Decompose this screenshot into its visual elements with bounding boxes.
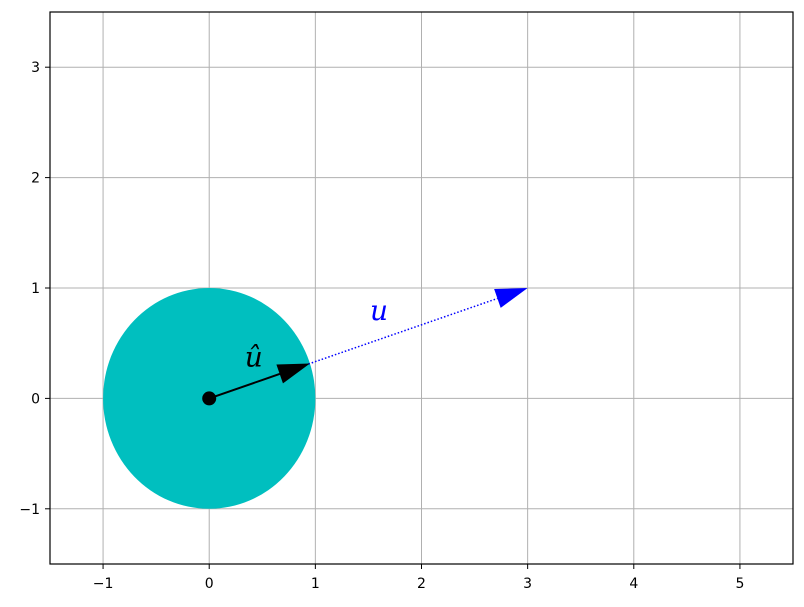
x-tick-label: 3: [523, 576, 532, 592]
x-tick-label: 4: [629, 576, 638, 592]
vector-1-head: [276, 363, 310, 384]
ticks: −1 0 1 2 3 4 5 −1 0 1 2 3: [19, 60, 744, 592]
y-tick-label: −1: [19, 502, 40, 518]
vector-1-shaft: [208, 373, 281, 400]
x-tick-label: −1: [93, 576, 114, 592]
x-tick-label: 1: [311, 576, 320, 592]
vector-0-head: [494, 288, 528, 308]
vector-0-label: u: [370, 294, 388, 327]
plot-area: uû: [103, 288, 528, 509]
x-tick-label: 2: [417, 576, 426, 592]
x-tick-label: 0: [205, 576, 214, 592]
y-tick-label: 1: [31, 281, 40, 297]
y-tick-label: 3: [31, 60, 40, 76]
vector-1-label: û: [245, 340, 263, 373]
y-tick-label: 0: [31, 391, 40, 407]
origin-point: [202, 391, 217, 406]
y-tick-label: 2: [31, 171, 40, 187]
x-tick-label: 5: [735, 576, 744, 592]
